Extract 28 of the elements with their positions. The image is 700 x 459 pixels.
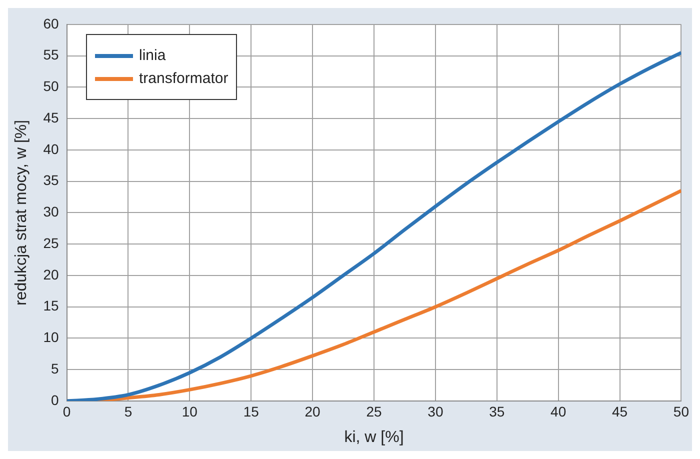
x-tick-label: 35	[489, 403, 505, 420]
x-tick-label: 50	[673, 403, 690, 420]
x-tick-label: 40	[550, 403, 566, 420]
y-axis-title: redukcja strat mocy, w [%]	[13, 120, 30, 306]
y-tick-label: 45	[43, 109, 59, 126]
x-tick-label: 20	[304, 403, 321, 420]
y-tick-label: 55	[43, 46, 59, 63]
x-tick-label: 15	[243, 403, 260, 420]
x-tick-label: 45	[612, 403, 628, 420]
legend-label: linia	[139, 47, 166, 64]
y-tick-label: 15	[43, 298, 59, 314]
x-tick-label: 0	[62, 403, 71, 420]
y-tick-label: 0	[50, 392, 59, 408]
y-tick-label: 50	[43, 78, 59, 94]
x-axis-title: ki, w [%]	[344, 428, 404, 446]
y-tick-label: 25	[43, 234, 59, 251]
x-tick-label: 10	[182, 403, 198, 420]
y-tick-label: 35	[43, 172, 59, 188]
x-tick-label: 25	[366, 403, 382, 420]
x-tick-label: 30	[428, 403, 444, 420]
y-tick-label: 5	[50, 360, 59, 376]
y-tick-label: 20	[43, 266, 59, 282]
y-tick-label: 10	[43, 329, 59, 346]
y-tick-label: 30	[43, 204, 59, 220]
legend-label: transformator	[139, 70, 228, 87]
x-tick-label: 5	[124, 403, 132, 420]
y-tick-label: 60	[43, 15, 59, 32]
y-tick-label: 40	[43, 140, 59, 157]
